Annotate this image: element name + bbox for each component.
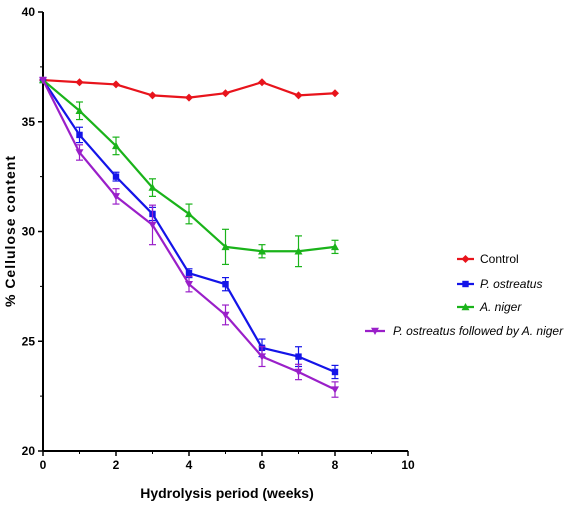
legend-item-1: Control — [457, 252, 519, 266]
series-2 — [39, 76, 339, 380]
data-point — [294, 247, 303, 255]
y-tick-label: 35 — [22, 115, 36, 129]
data-point — [185, 280, 193, 289]
legend-marker — [462, 280, 469, 288]
series-line — [42, 79, 336, 391]
legend-label: Control — [480, 252, 519, 266]
data-point — [185, 93, 193, 102]
x-tick-label: 8 — [332, 458, 339, 472]
data-point — [112, 141, 120, 150]
data-point — [221, 89, 230, 98]
legend-marker — [461, 303, 470, 311]
data-point — [112, 193, 120, 201]
data-point — [221, 311, 230, 319]
series-layer — [39, 76, 339, 398]
data-point — [258, 78, 266, 87]
series-line — [42, 79, 336, 253]
series-line — [42, 79, 336, 373]
legend: Control P. ostreatus A. niger P. ostreatus … — [365, 252, 564, 338]
data-point — [185, 209, 193, 218]
x-tick-label: 4 — [186, 458, 193, 472]
x-axis-title: Hydrolysis period (weeks) — [140, 485, 314, 501]
legend-marker — [461, 255, 470, 263]
data-point — [258, 247, 266, 255]
data-point — [222, 280, 229, 288]
data-point — [75, 78, 84, 87]
data-point — [294, 368, 303, 376]
series-4 — [39, 76, 339, 398]
legend-label: P. ostreatus — [480, 277, 542, 291]
legend-label: P. ostreatus followed by A. niger — [393, 324, 564, 338]
data-point — [331, 89, 339, 98]
y-axis-title: % Cellulose content — [2, 155, 18, 307]
data-point — [148, 221, 157, 229]
data-point — [148, 91, 157, 100]
data-point — [221, 242, 230, 251]
data-point — [294, 91, 303, 100]
y-tick-label: 30 — [22, 225, 36, 239]
data-point — [258, 353, 266, 361]
data-point — [331, 242, 339, 251]
data-point — [112, 173, 120, 180]
legend-label: A. niger — [479, 300, 522, 314]
data-point — [75, 106, 84, 114]
data-point — [39, 76, 47, 85]
data-point — [76, 131, 83, 139]
legend-marker — [371, 327, 379, 335]
data-point — [75, 149, 84, 157]
y-tick-label: 25 — [22, 334, 36, 348]
x-tick-label: 2 — [113, 458, 120, 472]
x-tick-label: 0 — [40, 458, 47, 472]
legend-item-4: P. ostreatus followed by A. niger — [365, 324, 564, 338]
series-1 — [39, 76, 339, 102]
x-tick-label: 10 — [401, 458, 415, 472]
data-point — [185, 270, 193, 277]
y-tick-label: 20 — [22, 444, 36, 458]
data-point — [331, 368, 339, 376]
data-point — [331, 386, 339, 394]
data-point — [295, 353, 302, 360]
data-point — [112, 80, 120, 89]
series-3 — [39, 76, 339, 268]
legend-item-3: A. niger — [457, 300, 522, 314]
data-point — [148, 183, 157, 191]
axes: 20 25 30 35 40 0 2 4 6 8 10 — [22, 5, 415, 472]
x-tick-label: 6 — [259, 458, 266, 472]
legend-item-2: P. ostreatus — [457, 277, 542, 291]
y-tick-label: 40 — [22, 5, 36, 19]
